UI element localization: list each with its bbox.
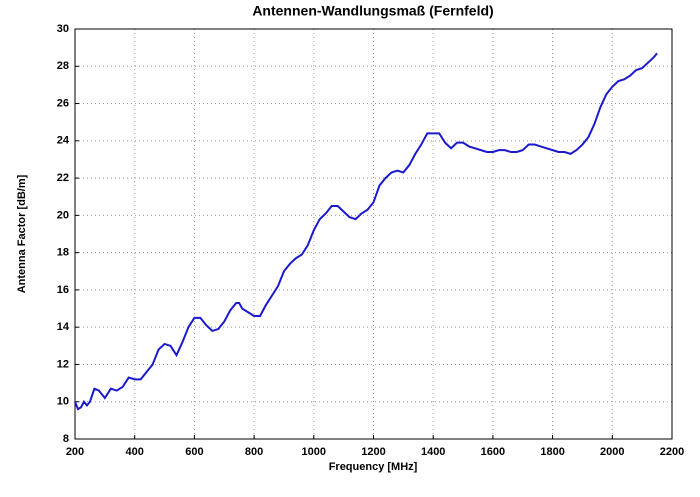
x-tick-label: 1400 bbox=[421, 446, 445, 458]
y-tick-label: 12 bbox=[57, 358, 69, 370]
x-tick-label: 1000 bbox=[302, 446, 326, 458]
x-tick-label: 800 bbox=[245, 446, 263, 458]
x-tick-label: 2000 bbox=[600, 446, 624, 458]
y-tick-label: 28 bbox=[57, 60, 69, 72]
x-tick-label: 600 bbox=[185, 446, 203, 458]
x-tick-label: 400 bbox=[126, 446, 144, 458]
y-tick-label: 20 bbox=[57, 209, 69, 221]
x-tick-label: 200 bbox=[66, 446, 84, 458]
y-tick-label: 16 bbox=[57, 284, 69, 296]
y-tick-label: 10 bbox=[57, 396, 69, 408]
y-tick-label: 22 bbox=[57, 172, 69, 184]
y-tick-label: 8 bbox=[63, 433, 69, 445]
x-tick-label: 1600 bbox=[481, 446, 505, 458]
y-tick-label: 14 bbox=[57, 321, 70, 333]
x-axis-label: Frequency [MHz] bbox=[329, 461, 418, 473]
y-axis-label: Antenna Factor [dB/m] bbox=[16, 174, 28, 293]
x-tick-label: 1200 bbox=[361, 446, 385, 458]
y-tick-label: 26 bbox=[57, 97, 69, 109]
x-tick-label: 2200 bbox=[660, 446, 684, 458]
plot-frame bbox=[74, 28, 673, 440]
data-line bbox=[74, 52, 658, 411]
y-tick-label: 24 bbox=[57, 135, 70, 147]
x-tick-label: 1800 bbox=[540, 446, 564, 458]
y-tick-label: 18 bbox=[57, 247, 69, 259]
y-tick-label: 30 bbox=[57, 23, 69, 35]
chart-title: Antennen-Wandlungsmaß (Fernfeld) bbox=[252, 3, 493, 19]
